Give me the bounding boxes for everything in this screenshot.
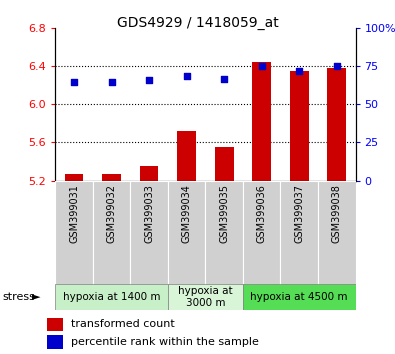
Point (258, 64, 265, 69)
Point (296, 68, 303, 74)
Bar (177, 131, 196, 181)
Bar (168, 181, 205, 285)
Bar (130, 181, 168, 285)
Text: GSM399034: GSM399034 (182, 184, 192, 242)
Bar (243, 284, 356, 310)
Bar (318, 181, 356, 285)
Bar (205, 181, 243, 285)
Point (333, 64, 340, 69)
Bar (168, 284, 243, 310)
Point (71, 79, 77, 85)
Text: ►: ► (32, 292, 41, 302)
Point (108, 79, 115, 85)
Text: stress: stress (2, 292, 35, 302)
Point (146, 77, 152, 83)
Point (183, 73, 190, 78)
Text: transformed count: transformed count (71, 319, 175, 329)
Bar (55, 284, 168, 310)
Text: GSM399037: GSM399037 (294, 184, 304, 243)
Text: hypoxia at 1400 m: hypoxia at 1400 m (63, 292, 160, 302)
Bar (65, 174, 83, 181)
Bar (47, 335, 62, 349)
Bar (215, 147, 233, 181)
Text: GSM399036: GSM399036 (257, 184, 267, 242)
Bar (93, 181, 130, 285)
Text: percentile rank within the sample: percentile rank within the sample (71, 337, 259, 347)
Text: GSM399032: GSM399032 (107, 184, 117, 243)
Text: GSM399033: GSM399033 (144, 184, 154, 242)
Bar (140, 166, 158, 181)
Text: GSM399038: GSM399038 (332, 184, 342, 242)
Bar (327, 68, 346, 181)
Bar (47, 318, 62, 331)
Text: GSM399035: GSM399035 (219, 184, 229, 243)
Text: GSM399031: GSM399031 (69, 184, 79, 242)
Bar (252, 62, 271, 181)
Text: hypoxia at 4500 m: hypoxia at 4500 m (250, 292, 348, 302)
Bar (243, 181, 280, 285)
Text: hypoxia at
3000 m: hypoxia at 3000 m (178, 286, 233, 308)
Bar (280, 181, 318, 285)
Point (221, 76, 228, 81)
Bar (102, 174, 121, 181)
Bar (55, 181, 93, 285)
Bar (290, 71, 308, 181)
Text: GDS4929 / 1418059_at: GDS4929 / 1418059_at (117, 16, 278, 30)
